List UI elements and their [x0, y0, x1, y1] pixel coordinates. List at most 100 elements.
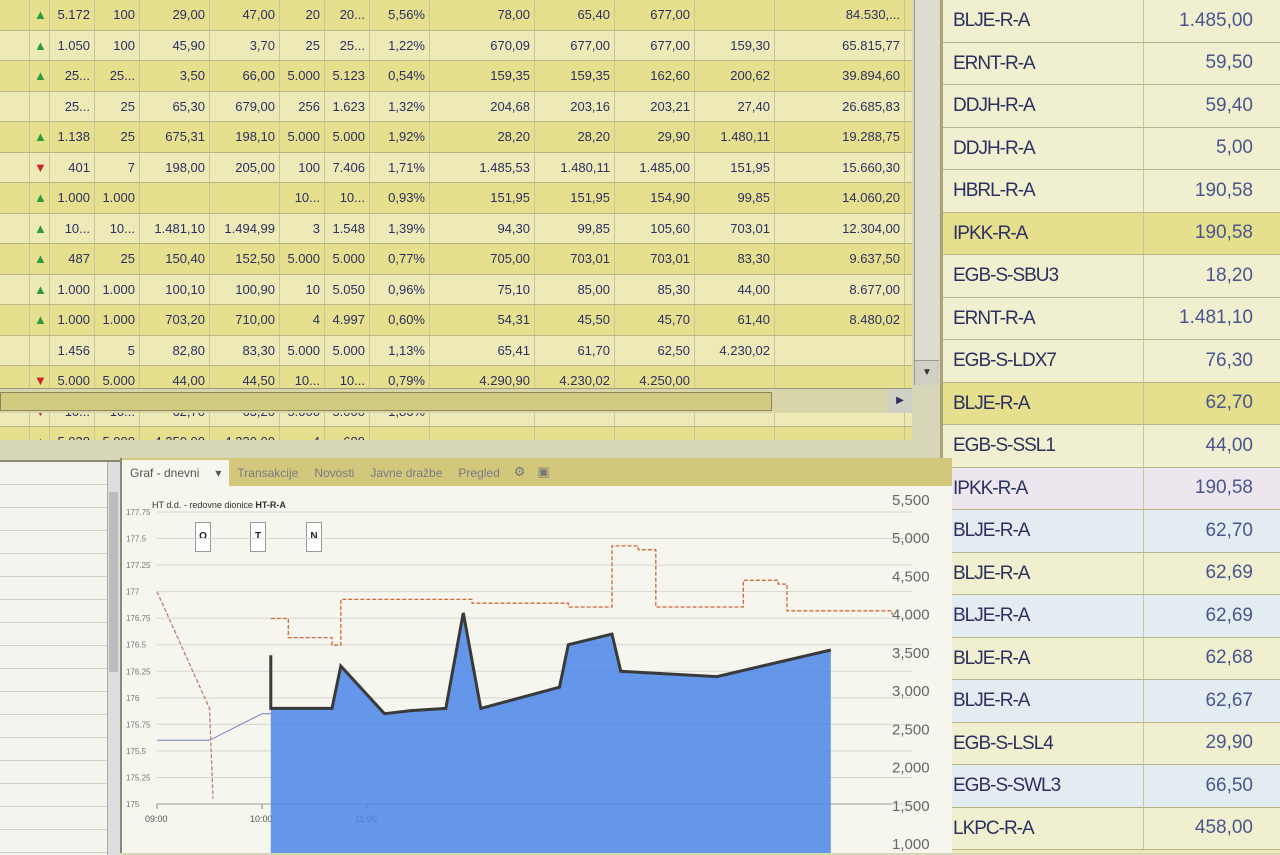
trade-row[interactable]: DDJH-R-A 59,40 — [943, 85, 1280, 128]
tab-javne-dražbe[interactable]: Javne dražbe — [370, 466, 443, 480]
price-cell: 94,30 — [430, 213, 535, 243]
price-cell — [535, 427, 615, 440]
trade-row[interactable]: BLJE-R-A 62,69 — [943, 595, 1280, 638]
trade-symbol: BLJE-R-A — [943, 510, 1144, 552]
ask-price-cell: 679,00 — [210, 91, 280, 121]
window-icon[interactable]: ▣ — [537, 464, 550, 479]
scroll-down-icon[interactable]: ▼ — [915, 360, 939, 385]
tab-pregled[interactable]: Pregled — [458, 466, 500, 480]
list-item[interactable] — [0, 600, 120, 623]
trade-row[interactable]: BLJE-R-A 62,70 — [943, 510, 1280, 553]
table-row[interactable]: 25... 25 65,30 679,00 256 1.623 1,32% 204,68 203… — [0, 91, 912, 122]
list-item[interactable] — [0, 807, 120, 830]
trade-price: 62,70 — [1205, 392, 1253, 414]
scroll-right-icon[interactable]: ▶ — [888, 389, 912, 413]
trade-row[interactable]: EGB-S-SWL3 66,50 — [943, 765, 1280, 808]
trade-price: 190,58 — [1194, 222, 1253, 244]
list-item[interactable] — [0, 462, 120, 485]
trade-row[interactable]: EGB-S-SBU3 18,20 — [943, 255, 1280, 298]
table-row[interactable]: ▲ 1.138 25 675,31 198,10 5.000 5.000 1,92% 28,20… — [0, 122, 912, 153]
open-marker-button[interactable]: O — [195, 522, 211, 552]
list-item[interactable] — [0, 531, 120, 554]
table-row[interactable]: ▲ 1.000 1.000 10... 10... 0,93% 151,95 151,95 15… — [0, 183, 912, 214]
list-item[interactable] — [0, 830, 120, 853]
bid-price-cell: 1.481,10 — [140, 213, 210, 243]
list-item[interactable] — [0, 577, 120, 600]
table-row[interactable]: ▲ 1.000 1.000 100,10 100,90 10 5.050 0,96% 75,10… — [0, 274, 912, 305]
horizontal-scrollbar[interactable]: ▶ — [0, 388, 912, 413]
price-cell: 159,35 — [535, 61, 615, 91]
arrow-up-icon: ▲ — [30, 274, 50, 304]
chart-title: HT d.d. - redovne dionice HT-R-A — [152, 500, 286, 510]
trade-row[interactable]: BLJE-R-A 62,68 — [943, 637, 1280, 680]
vertical-scrollbar[interactable]: ▼ — [914, 0, 939, 385]
table-row[interactable]: ▲ 25... 25... 3,50 66,00 5.000 5.123 0,54% 159,3… — [0, 61, 912, 92]
trade-row[interactable]: EGB-S-SSL1 44,00 — [943, 425, 1280, 468]
list-item[interactable] — [0, 646, 120, 669]
trade-row[interactable]: ERNT-R-A 59,50 — [943, 42, 1280, 85]
list-scrollbar[interactable] — [107, 462, 120, 855]
list-item[interactable] — [0, 784, 120, 807]
trade-row[interactable]: BLJE-R-A 62,69 — [943, 552, 1280, 595]
trade-row[interactable]: EGB-S-LDX7 76,30 — [943, 340, 1280, 383]
row-cell — [0, 152, 30, 182]
tab-novosti[interactable]: Novosti — [314, 466, 355, 480]
bid-price-cell: 703,20 — [140, 305, 210, 335]
table-row[interactable]: ▼ 401 7 198,00 205,00 100 7.406 1,71% 1.485,53 1.… — [0, 152, 912, 183]
table-row[interactable]: ▲ 5.172 100 29,00 47,00 20 20... 5,56% 78,00 65,4… — [0, 0, 912, 31]
trade-row[interactable]: IPKK-R-A 190,58 — [943, 212, 1280, 255]
scroll-thumb[interactable] — [109, 492, 118, 672]
list-item[interactable] — [0, 738, 120, 761]
trade-row[interactable]: IPKK-R-A 190,58 — [943, 467, 1280, 510]
list-item[interactable] — [0, 554, 120, 577]
arrow-up-icon: ▲ — [30, 427, 50, 440]
volume-cell: 401 — [50, 152, 95, 182]
price-cell: 78,00 — [430, 0, 535, 30]
right-axis-tick: 2,000 — [892, 760, 930, 777]
trade-row[interactable]: BLJE-R-A 62,70 — [943, 382, 1280, 425]
trade-row[interactable]: HBRL-R-A 190,58 — [943, 170, 1280, 213]
bid-qty-cell: 3 — [280, 213, 325, 243]
intraday-chart: 177.75 177.5 177.25 177 176.75 176.5 176.25 176… — [126, 492, 930, 853]
trade-price: 66,50 — [1205, 774, 1253, 796]
trade-marker-button[interactable]: T — [250, 522, 266, 552]
turnover-cell: 19.288,75 — [775, 122, 905, 152]
table-row[interactable]: ▲ 1.050 100 45,90 3,70 25 25... 1,22% 670,09 677,… — [0, 30, 912, 61]
trade-row[interactable]: BLJE-R-A 62,67 — [943, 680, 1280, 723]
news-marker-button[interactable]: N — [306, 522, 322, 552]
table-row[interactable]: 1.456 5 82,80 83,30 5.000 5.000 1,13% 65,41 61,7… — [0, 335, 912, 366]
trade-row[interactable]: EGB-S-LSL4 29,90 — [943, 722, 1280, 765]
list-item[interactable] — [0, 508, 120, 531]
list-item[interactable] — [0, 669, 120, 692]
trade-row[interactable]: DDJH-R-A 5,00 — [943, 127, 1280, 170]
trade-price: 62,69 — [1205, 562, 1253, 584]
price-cell: 28,20 — [430, 122, 535, 152]
trade-symbol: DDJH-R-A — [943, 85, 1144, 127]
tab-graf-dnevni[interactable]: Graf - dnevni — [122, 460, 208, 486]
right-axis-tick: 1,000 — [892, 836, 930, 853]
bid-price-cell: 3,50 — [140, 61, 210, 91]
list-item[interactable] — [0, 715, 120, 738]
price-cell: 1.485,53 — [430, 152, 535, 182]
list-item[interactable] — [0, 623, 120, 646]
tab-transakcije[interactable]: Transakcije — [237, 466, 299, 480]
list-item[interactable] — [0, 761, 120, 784]
turnover-cell: 15.660,30 — [775, 152, 905, 182]
trade-row[interactable]: LKPC-R-A 458,00 — [943, 807, 1280, 850]
chevron-down-icon[interactable]: ▾ — [207, 460, 230, 486]
turnover-cell — [775, 335, 905, 365]
trade-row[interactable]: ERNT-R-A 1.481,10 — [943, 297, 1280, 340]
list-item[interactable] — [0, 485, 120, 508]
table-row[interactable]: ▲ 1.000 1.000 703,20 710,00 4 4.997 0,60% 54,31 4… — [0, 305, 912, 336]
trade-row[interactable]: BLJE-R-A 1.485,00 — [943, 0, 1280, 43]
table-row[interactable]: ▲ 10... 10... 1.481,10 1.494,99 3 1.548 1,39% 94… — [0, 213, 912, 244]
gear-icon[interactable]: ⚙ — [513, 464, 526, 479]
table-row[interactable]: ▲ 487 25 150,40 152,50 5.000 5.000 0,77% 705,00 7… — [0, 244, 912, 275]
volume-cell: 5.000 — [50, 366, 95, 396]
list-item[interactable] — [0, 692, 120, 715]
turnover-cell: 65.815,77 — [775, 30, 905, 60]
right-axis-tick: 5,500 — [892, 492, 930, 509]
price-cell: 203,16 — [535, 91, 615, 121]
scroll-thumb[interactable] — [0, 392, 772, 411]
